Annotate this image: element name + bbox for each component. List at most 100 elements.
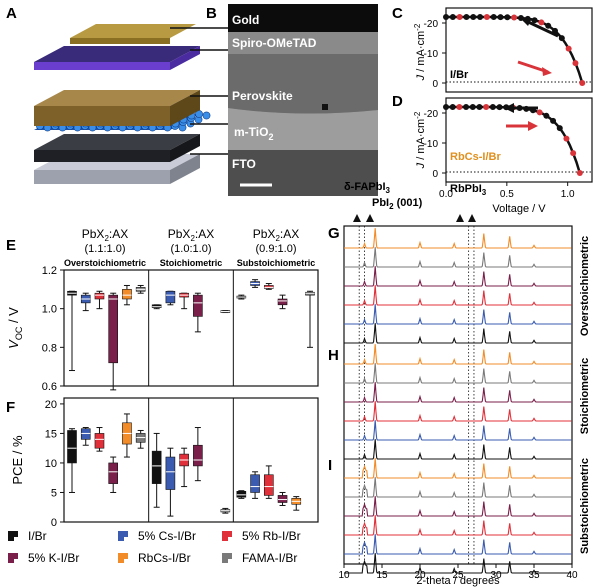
group-name: Substoichiometric [237,258,316,268]
gold-layer [70,24,196,38]
group-name: Overstoichiometric [64,258,146,268]
spiro-layer [34,46,200,62]
legend-swatch-notch [124,537,130,543]
jv-point [545,22,552,29]
jv-ylabel-text: / mA·cm [415,31,427,75]
panel-label-f: F [6,399,15,416]
xrd-trace [344,553,572,574]
jv-curve-d [446,105,581,174]
xrd-trace [344,304,572,325]
panel-label-d: D [392,93,403,110]
jv-point [511,14,518,21]
jv-point [538,19,545,26]
reverse-arrowhead [520,18,532,26]
jv-point [531,17,538,24]
jv-point [543,112,550,119]
sem-gold [228,4,378,32]
box [263,474,274,496]
xrd-trace [344,344,572,365]
xtick-label: 35 [528,570,540,581]
ytick-label: -20 [424,19,439,30]
legend-swatch-notch [124,559,130,565]
xrd-trace [344,401,572,422]
xtick-label: 40 [566,570,578,581]
panel-label-i: I [328,457,332,474]
marker-triangle [366,214,374,222]
ytick-label: -10 [424,49,439,60]
marker-triangle [353,214,361,222]
xrd-side-label: Substoichiometric [579,458,591,554]
legend-label: RbCs-I/Br [138,551,191,565]
spiro-layer-side [34,62,170,70]
jv-point [463,14,470,21]
ytick-label: 0 [432,79,438,90]
jv-point [496,104,503,111]
xrd-trace [344,363,572,384]
layer-label-fto: FTO [232,157,256,171]
xrd-trace [344,247,572,268]
ytick-label: -10 [424,139,439,150]
group-ratio: PbX2:AX [253,227,299,243]
panel-xrd: G H I δ-FAPbI3 PbI2 (001) RbPbI3 Oversto… [328,181,591,587]
panel-c: C I/Br -20 -10 0 [392,5,593,93]
jv-point [570,150,577,157]
sem-tio2 [228,108,378,150]
jv-point [456,14,463,21]
panel-d: D RbCs-I/Br -20 -10 0 0.0 0.5 1.0 Voltage / … [392,93,593,215]
tio2-bead [202,111,211,120]
jv-point [576,170,583,176]
box [94,292,105,300]
legend: I/Br 5% Cs-I/Br 5% Rb-I/Br 5% K-I/Br RbCs-I/… [8,529,301,565]
legend-swatch-notch [14,559,20,565]
legend-swatch-notch [228,537,234,543]
panel-label-h: H [328,347,339,364]
sem-spiro [228,32,378,54]
voc-chart: 1.2 1.0 0.8 0.6 [42,265,315,393]
jv-point [476,104,483,111]
jv-point [449,14,456,20]
xrd-trace [344,382,572,403]
perovskite-layer-side [34,106,170,126]
xrd-trace [344,439,572,460]
jv-point [443,14,449,20]
layer-label-perovskite: Perovskite [232,89,293,103]
box [236,490,247,498]
panel-e: E PbX2:AX(1.1:1.0)OverstoichiometricPbX2… [6,227,319,393]
perovskite-layer [34,90,200,106]
voc-frame [63,269,319,387]
panel-a: A [6,5,228,184]
ytick-label: 0.8 [42,342,57,354]
legend-label: I/Br [28,529,47,543]
legend-label: 5% Rb-I/Br [242,529,301,543]
jv-d-label: RbCs-I/Br [450,151,501,163]
box [122,289,132,300]
ytick-label: 1.0 [42,304,57,316]
ytick-label: 20 [45,399,57,411]
xrd-side-label: Stoichiometric [579,358,591,434]
legend-swatch [118,531,128,541]
jv-point [563,135,570,142]
pce-frame [63,397,319,523]
xrd-trace [344,323,572,344]
jv-point [483,14,490,21]
jv-point [550,117,557,124]
jv-points-c [443,14,586,86]
xrd-xlabel: 2-theta / degrees [416,575,500,587]
box [193,444,203,467]
xtick-label: 1.0 [561,189,575,200]
spiro-layer-side2 [170,46,200,70]
jv-point [565,45,572,52]
forward-arrowhead [528,121,538,131]
group-name: Stoichiometric [160,258,223,268]
voc-ylabel: VOC / V [6,307,24,349]
box [250,474,260,493]
panel-label-b: B [206,5,217,22]
ytick-label: -20 [424,109,439,120]
legend-swatch-notch [228,559,234,565]
box [108,462,118,484]
xrd-patterns [344,226,572,574]
jv-point [456,104,463,111]
jv-point [469,104,476,111]
reverse-arrow [523,18,559,38]
